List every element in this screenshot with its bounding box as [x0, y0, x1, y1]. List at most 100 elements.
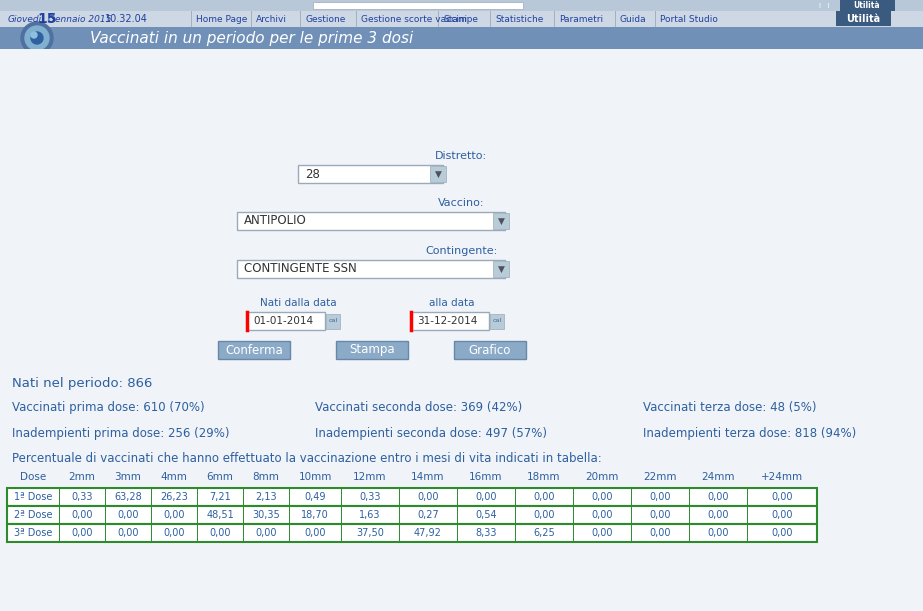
Text: cal: cal — [493, 318, 501, 323]
Text: 0,00: 0,00 — [707, 510, 729, 520]
Text: 0,00: 0,00 — [772, 528, 793, 538]
Text: 14mm: 14mm — [412, 472, 445, 482]
Text: 0,00: 0,00 — [772, 510, 793, 520]
Text: Stampe: Stampe — [443, 15, 478, 23]
Text: 0,00: 0,00 — [117, 528, 138, 538]
Text: 8,33: 8,33 — [475, 528, 497, 538]
Text: Utilità: Utilità — [846, 13, 880, 23]
Text: 0,33: 0,33 — [359, 492, 381, 502]
Text: 0,00: 0,00 — [305, 528, 326, 538]
Text: 0,00: 0,00 — [210, 528, 231, 538]
Text: Giovedi: Giovedi — [8, 15, 42, 23]
FancyBboxPatch shape — [237, 212, 505, 230]
FancyBboxPatch shape — [237, 260, 505, 278]
Text: 26,23: 26,23 — [160, 492, 188, 502]
Text: Portal Studio: Portal Studio — [660, 15, 718, 23]
FancyBboxPatch shape — [336, 341, 408, 359]
FancyBboxPatch shape — [0, 27, 923, 49]
Text: ANTIPOLIO: ANTIPOLIO — [244, 214, 306, 227]
Text: 2ª Dose: 2ª Dose — [14, 510, 53, 520]
Text: Inadempienti seconda dose: 497 (57%): Inadempienti seconda dose: 497 (57%) — [315, 426, 547, 439]
Text: 0,00: 0,00 — [592, 492, 613, 502]
Text: 1,63: 1,63 — [359, 510, 381, 520]
Text: 0,54: 0,54 — [475, 510, 497, 520]
Text: 31-12-2014: 31-12-2014 — [417, 316, 477, 326]
FancyBboxPatch shape — [490, 314, 504, 329]
Circle shape — [21, 22, 53, 54]
Text: Vaccinati terza dose: 48 (5%): Vaccinati terza dose: 48 (5%) — [643, 401, 817, 414]
Text: 0,00: 0,00 — [649, 510, 671, 520]
FancyBboxPatch shape — [454, 341, 526, 359]
Text: 01-01-2014: 01-01-2014 — [253, 316, 313, 326]
Text: Conferma: Conferma — [225, 343, 282, 356]
Text: Vaccinati prima dose: 610 (70%): Vaccinati prima dose: 610 (70%) — [12, 401, 205, 414]
Text: Vaccinati seconda dose: 369 (42%): Vaccinati seconda dose: 369 (42%) — [315, 401, 522, 414]
Text: 0,00: 0,00 — [417, 492, 438, 502]
Text: 15: 15 — [37, 12, 56, 26]
Text: 12mm: 12mm — [354, 472, 387, 482]
Text: +24mm: +24mm — [761, 472, 803, 482]
Text: Parametri: Parametri — [559, 15, 603, 23]
Text: Percentuale di vaccinati che hanno effettuato la vaccinazione entro i mesi di vi: Percentuale di vaccinati che hanno effet… — [12, 452, 602, 464]
Text: Inadempienti prima dose: 256 (29%): Inadempienti prima dose: 256 (29%) — [12, 426, 230, 439]
Text: 2,13: 2,13 — [255, 492, 277, 502]
Text: 0,00: 0,00 — [649, 492, 671, 502]
FancyBboxPatch shape — [7, 524, 817, 542]
Text: 0,00: 0,00 — [71, 510, 92, 520]
FancyBboxPatch shape — [313, 2, 523, 9]
Text: I   I: I I — [819, 2, 830, 9]
Text: 1ª Dose: 1ª Dose — [14, 492, 53, 502]
Text: 18,70: 18,70 — [301, 510, 329, 520]
Text: 0,33: 0,33 — [71, 492, 92, 502]
Text: Gennaio 2015: Gennaio 2015 — [48, 15, 112, 23]
Text: 28: 28 — [305, 167, 320, 180]
FancyBboxPatch shape — [298, 165, 443, 183]
FancyBboxPatch shape — [7, 488, 817, 506]
Text: Nati nel periodo: 866: Nati nel periodo: 866 — [12, 376, 152, 389]
FancyBboxPatch shape — [493, 261, 509, 277]
Text: 3mm: 3mm — [114, 472, 141, 482]
FancyBboxPatch shape — [218, 341, 290, 359]
Text: Utilità: Utilità — [854, 1, 881, 10]
FancyBboxPatch shape — [836, 11, 891, 26]
Text: ▼: ▼ — [497, 265, 505, 274]
Text: 4mm: 4mm — [161, 472, 187, 482]
Text: 0,00: 0,00 — [533, 492, 555, 502]
FancyBboxPatch shape — [326, 314, 340, 329]
Text: 24mm: 24mm — [701, 472, 735, 482]
Text: 48,51: 48,51 — [206, 510, 234, 520]
FancyBboxPatch shape — [430, 166, 446, 182]
Text: Grafico: Grafico — [469, 343, 511, 356]
Text: alla data: alla data — [429, 298, 474, 308]
Text: 0,27: 0,27 — [417, 510, 438, 520]
Text: 7,21: 7,21 — [210, 492, 231, 502]
Text: Contingente:: Contingente: — [425, 246, 497, 256]
Text: 0,00: 0,00 — [772, 492, 793, 502]
Text: 10.32.04: 10.32.04 — [105, 14, 148, 24]
FancyBboxPatch shape — [0, 49, 923, 611]
Text: 0,00: 0,00 — [71, 528, 92, 538]
Text: 3ª Dose: 3ª Dose — [14, 528, 53, 538]
Text: 30,35: 30,35 — [252, 510, 280, 520]
FancyBboxPatch shape — [0, 11, 923, 27]
Text: 0,00: 0,00 — [256, 528, 277, 538]
FancyBboxPatch shape — [411, 312, 489, 330]
Text: 22mm: 22mm — [643, 472, 677, 482]
Text: 6,25: 6,25 — [533, 528, 555, 538]
Text: 0,00: 0,00 — [117, 510, 138, 520]
Circle shape — [31, 32, 37, 38]
Text: 10mm: 10mm — [298, 472, 331, 482]
Text: Inadempienti terza dose: 818 (94%): Inadempienti terza dose: 818 (94%) — [643, 426, 857, 439]
Text: Statistiche: Statistiche — [495, 15, 544, 23]
Text: 6mm: 6mm — [207, 472, 234, 482]
FancyBboxPatch shape — [493, 213, 509, 229]
Text: 0,00: 0,00 — [707, 528, 729, 538]
Text: 8mm: 8mm — [253, 472, 280, 482]
Text: Stampa: Stampa — [349, 343, 395, 356]
Text: 0,00: 0,00 — [592, 510, 613, 520]
Text: ▼: ▼ — [435, 169, 441, 178]
FancyBboxPatch shape — [247, 312, 325, 330]
Text: 0,00: 0,00 — [163, 510, 185, 520]
Text: 18mm: 18mm — [527, 472, 561, 482]
Text: Gestione scorte vaccini: Gestione scorte vaccini — [361, 15, 467, 23]
